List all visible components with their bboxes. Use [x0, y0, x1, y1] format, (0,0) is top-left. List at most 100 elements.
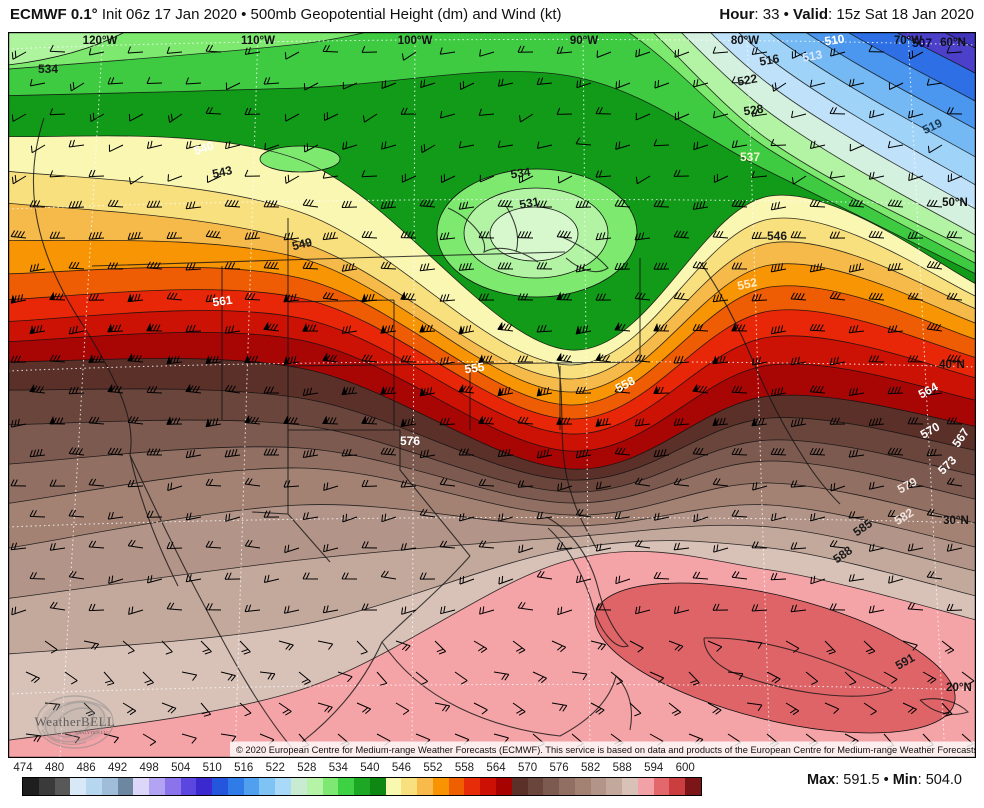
band-507 [943, 32, 976, 49]
wind-barb [791, 50, 807, 59]
wind-barb [887, 386, 904, 395]
wind-barb [829, 356, 846, 366]
wind-barb [751, 108, 768, 117]
wind-barb-pennant [146, 322, 152, 332]
wind-barb-pennant [263, 321, 269, 331]
wind-barb [263, 200, 280, 208]
wind-barb [239, 640, 251, 655]
wind-barb [888, 575, 904, 584]
colorbar-cell [637, 778, 654, 795]
wind-barb [810, 513, 826, 522]
contour-label-528: 528 [743, 102, 765, 119]
contour-label-531: 531 [518, 194, 540, 211]
wind-barb [434, 702, 451, 712]
wind-barb [68, 325, 85, 335]
wind-barb [595, 170, 612, 178]
wind-barb-pennant [88, 354, 94, 363]
geo-label: 90°W [570, 35, 598, 47]
wind-barb [220, 733, 237, 743]
wind-barb [517, 416, 534, 425]
wind-barb [302, 449, 319, 458]
wind-barb-pennant [458, 383, 464, 393]
wind-barb [459, 81, 475, 91]
wind-barb [629, 640, 644, 653]
wind-barb [809, 263, 826, 273]
wind-barb [342, 513, 358, 523]
wind-barb [907, 602, 924, 611]
wind-barb [478, 231, 495, 239]
wind-barb [614, 385, 631, 394]
wind-barb [790, 356, 807, 366]
wind-barb [361, 541, 378, 549]
wind-barb [497, 448, 514, 457]
colorbar-cell [574, 778, 591, 795]
colorbar-tick-label: 480 [44, 762, 65, 774]
wind-barb [556, 230, 573, 239]
wind-barb [478, 478, 495, 487]
wind-barb [908, 110, 924, 119]
wind-barb [731, 509, 748, 518]
wind-barb [848, 387, 865, 396]
wind-barb [575, 263, 592, 273]
geo-label: 30°N [943, 515, 969, 527]
map-border [8, 32, 976, 758]
wind-barb [341, 262, 358, 272]
colorbar-tick-label: 516 [234, 762, 254, 774]
gulf-coastline [301, 555, 633, 743]
colorbar-cell [338, 778, 355, 795]
wind-barb [751, 231, 768, 240]
wind-barb [614, 262, 631, 270]
wind-barb-pennant [127, 293, 133, 303]
wind-barb [517, 231, 534, 239]
wind-barb [517, 293, 534, 301]
colorbar-cell [369, 778, 386, 795]
wind-barb [751, 170, 768, 178]
wind-barb [517, 601, 534, 611]
wind-barb [556, 46, 573, 54]
wind-barb [89, 112, 105, 122]
wind-barb [493, 671, 510, 681]
colorbar-cell [38, 778, 55, 795]
wind-barb [497, 140, 514, 148]
wind-barb [283, 605, 300, 614]
wind-barb [206, 175, 222, 183]
wind-barb [926, 322, 943, 332]
wind-barb [673, 605, 690, 615]
colorbar-tick-label: 576 [549, 762, 569, 774]
wind-barb [147, 575, 163, 584]
wind-barb [224, 325, 241, 334]
wind-barb [400, 231, 417, 239]
wind-barb [868, 171, 885, 180]
wind-barb [693, 513, 709, 523]
colorbar-tick-label: 534 [328, 762, 348, 774]
colorbar-cell [480, 778, 496, 795]
wind-barb-pennant [712, 355, 718, 365]
contour-label-576: 576 [400, 434, 420, 448]
wind-barb [790, 231, 807, 239]
pacific-coastline [32, 117, 293, 749]
wind-barb [166, 602, 183, 611]
wind-barb [829, 540, 846, 549]
wind-barb [440, 174, 456, 183]
wind-barb-pennant [107, 323, 113, 333]
wind-barb [400, 542, 417, 551]
colorbar-cell [417, 778, 433, 795]
colorbar-cell [212, 778, 228, 795]
wind-barb [590, 702, 605, 715]
wind-barb [284, 544, 300, 554]
wind-barb [10, 542, 27, 551]
wind-barb [161, 640, 173, 655]
wind-barb-pennant [322, 352, 328, 362]
wind-barb-pennant [205, 418, 211, 428]
wind-barb [284, 113, 300, 122]
wind-barb [278, 702, 292, 716]
wind-barb [224, 448, 241, 458]
wind-barb [322, 231, 339, 241]
wind-barb [557, 482, 573, 492]
colorbar-cell [385, 778, 402, 795]
texas-border [251, 430, 471, 563]
wind-barb [575, 137, 592, 146]
max-min-readout: Max: 591.5 • Min: 504.0 [806, 772, 962, 788]
logo-disc [41, 701, 109, 743]
wind-barb [122, 640, 135, 655]
